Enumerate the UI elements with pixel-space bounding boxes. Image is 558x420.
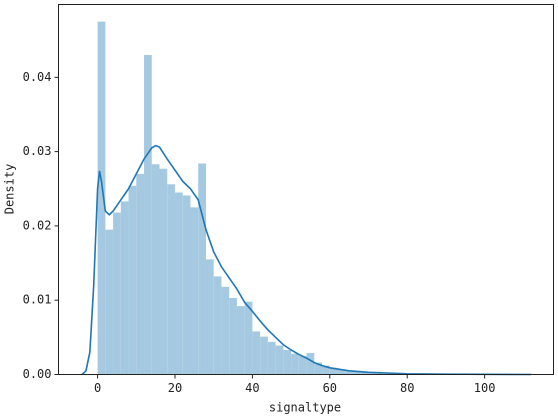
histogram-bar (128, 185, 137, 375)
histogram-bar (260, 336, 268, 375)
histogram-bar (360, 372, 369, 375)
y-tick-label: 0.04 (23, 70, 52, 84)
histogram-bar (244, 301, 253, 375)
histogram-bar (368, 372, 377, 375)
histogram-bar (345, 370, 354, 375)
histogram-bar (306, 352, 315, 375)
y-tick-label: 0.02 (23, 218, 52, 232)
histogram-bar (236, 306, 245, 375)
histogram-bar (205, 259, 214, 375)
y-tick-label: 0.01 (23, 293, 52, 307)
y-tick-label: 0.03 (23, 144, 52, 158)
histogram-bar (267, 341, 276, 375)
plot-area (81, 21, 532, 376)
histogram-bar (322, 365, 330, 375)
histogram-bar (283, 349, 292, 375)
histogram-bar (144, 55, 152, 375)
histogram-bar (167, 184, 175, 375)
histogram-bar (136, 173, 145, 375)
x-tick-label: 20 (168, 381, 182, 395)
histogram-bar (252, 331, 261, 375)
x-tick-label: 80 (400, 381, 414, 395)
histogram-bar (159, 168, 168, 375)
histogram-bar (151, 164, 160, 375)
histogram-bar (298, 355, 307, 375)
histogram-bar (353, 371, 361, 375)
histogram-bar (275, 345, 284, 375)
y-axis-label: Density (3, 164, 17, 215)
histogram-bar (113, 212, 121, 375)
histogram-bar (120, 201, 129, 375)
y-tick-label: 0.00 (23, 367, 52, 381)
histogram-bar (182, 195, 191, 375)
axes-frame (58, 4, 554, 375)
histogram-bar (174, 192, 183, 375)
histogram-bar (190, 207, 199, 375)
x-tick-label: 100 (474, 381, 496, 395)
histogram-bar (329, 367, 338, 375)
histogram-bar (337, 369, 346, 375)
kde-line (81, 144, 532, 376)
histogram-bar (97, 21, 106, 375)
x-tick-label: 0 (94, 381, 101, 395)
histogram-bar (291, 353, 299, 375)
histogram-bar (376, 373, 384, 375)
histogram-bar (314, 362, 323, 375)
histogram-bar (213, 276, 222, 375)
histogram-bar (221, 286, 230, 375)
x-axis-label: signaltype (269, 401, 341, 415)
histogram-bar (198, 163, 206, 375)
x-tick-label: 60 (323, 381, 337, 395)
histogram-bar (105, 229, 114, 375)
x-tick-label: 40 (245, 381, 259, 395)
histogram-bar (229, 297, 237, 375)
